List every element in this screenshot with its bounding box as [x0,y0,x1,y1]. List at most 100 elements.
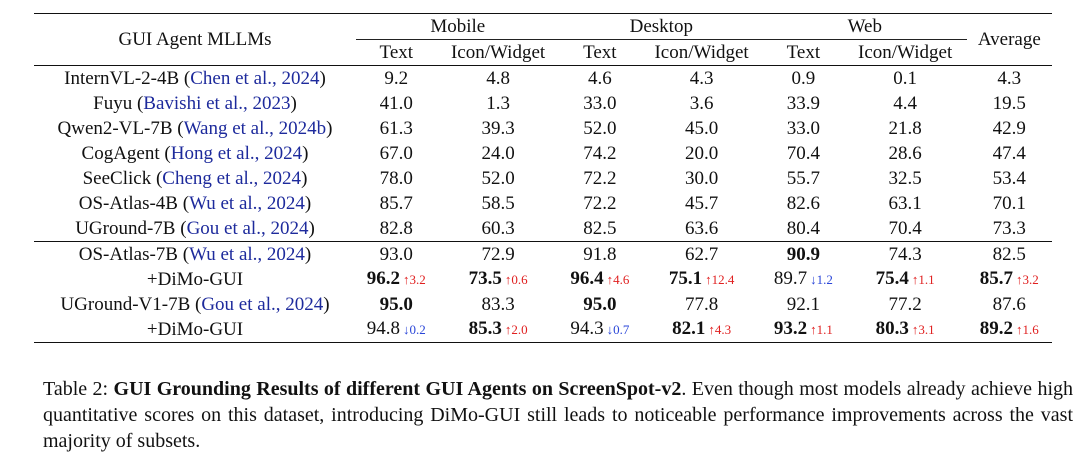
score-value: 3.6 [689,92,714,114]
score-cell-mobile-text: 82.8 [356,216,437,242]
delta-up-badge: ↑0.6 [504,272,528,287]
score-value: 72.2 [583,167,617,189]
score-value: 62.7 [684,243,719,265]
model-name: SeeClick [82,167,152,189]
caption-body: . Even though most models already achiev… [43,378,1074,452]
sub-header-desktop-icon: Icon/Widget [654,41,749,63]
citation-link[interactable]: Chen et al., 2024 [190,67,320,89]
score-cell-mobile-text: 41.0 [356,91,437,116]
table-row: +DiMo-GUI 94.8 ↓0.2 85.3 ↑2.0 94.3 ↓0.7 82.1 ↑4.… [34,317,1052,343]
citation-link[interactable]: Gou et al., 2024 [201,293,324,315]
delta-up-badge: ↑2.0 [504,322,528,337]
score-cell-desktop-text: 52.0 [560,116,641,141]
score-value: 33.0 [583,92,617,114]
score-cell-average: 85.7 ↑3.2 [967,267,1052,292]
score-cell-web-icon: 63.1 [844,191,967,216]
table-row: Fuyu (Bavishi et al., 2023) 41.0 1.3 33.0 3.… [34,91,1052,116]
score-cell-mobile-icon: 72.9 [437,242,560,268]
model-name: UGround-V1-7B [60,293,191,315]
delta-up-badge: ↑4.3 [708,322,732,337]
score-value: 20.0 [684,142,719,164]
score-value: 94.8 [366,318,401,339]
table-body: InternVL-2-4B (Chen et al., 2024) 9.2 4.8 4… [34,65,1052,343]
caption-title: GUI Grounding Results of different GUI A… [113,378,682,400]
score-cell-web-text: 33.9 [763,91,844,116]
score-cell-mobile-text: 67.0 [356,141,437,166]
score-cell-desktop-text: 94.3 ↓0.7 [560,317,641,343]
score-value: 82.5 [992,243,1026,265]
score-cell-web-text: 80.4 [763,216,844,242]
score-value: 41.0 [379,92,413,114]
score-cell-web-text: 93.2 ↑1.1 [763,317,844,343]
score-cell-average: 87.6 [967,292,1052,317]
score-value: 55.7 [786,167,820,189]
score-cell-desktop-text: 91.8 [560,242,641,268]
citation-link[interactable]: Wu et al., 2024 [189,243,305,265]
citation-link[interactable]: Wang et al., 2024b [183,117,327,139]
sub-header-web-icon: Icon/Widget [858,41,953,63]
header-row-groups: GUI Agent MLLMs Mobile Desktop Web Avera… [34,13,1052,50]
score-cell-mobile-text: 95.0 [356,292,437,317]
citation-link[interactable]: Bavishi et al., 2023 [143,92,291,114]
score-cell-desktop-text: 4.6 [560,66,641,92]
score-value: 9.2 [384,67,409,89]
score-cell-mobile-icon: 73.5 ↑0.6 [437,267,560,292]
score-cell-mobile-icon: 1.3 [437,91,560,116]
score-value: 30.0 [684,167,719,189]
score-cell-mobile-icon: 39.3 [437,116,560,141]
model-name: OS-Atlas-7B [78,243,178,265]
sub-header-mobile-text: Text [379,41,414,63]
citation-link[interactable]: Wu et al., 2024 [189,192,305,214]
score-value: 52.0 [481,167,515,189]
score-cell-web-icon: 21.8 [844,116,967,141]
score-value: 75.4 [875,268,909,289]
score-cell-mobile-icon: 58.5 [437,191,560,216]
score-cell-mobile-icon: 83.3 [437,292,560,317]
score-cell-desktop-icon: 20.0 [640,141,763,166]
score-cell-average: 89.2 ↑1.6 [967,317,1052,343]
header-row-subcolumns: Text Icon/Widget Text Icon/Widget Text I… [34,40,1052,66]
score-value: 83.3 [481,293,515,315]
table-row: InternVL-2-4B (Chen et al., 2024) 9.2 4.8 4… [34,65,1052,92]
sub-header-mobile-icon: Icon/Widget [450,41,546,63]
score-cell-web-icon: 74.3 [844,242,967,268]
score-cell-desktop-text: 95.0 [560,292,641,317]
score-value: 39.3 [481,117,515,139]
delta-up-badge: ↑1.6 [1016,322,1039,337]
delta-down-badge: ↓1.2 [810,272,833,287]
score-value: 19.5 [992,92,1026,114]
delta-down-badge: ↓0.7 [606,322,630,337]
score-value: 77.8 [684,293,719,315]
score-cell-web-icon: 0.1 [844,66,967,92]
score-cell-desktop-text: 96.4 ↑4.6 [560,267,641,292]
score-value: 4.4 [893,92,917,114]
score-value: 82.8 [379,217,413,239]
score-cell-desktop-text: 82.5 [560,216,641,242]
delta-up-badge: ↑3.2 [403,272,426,287]
score-value: 82.6 [786,192,820,214]
score-cell-web-text: 55.7 [763,166,844,191]
citation-link[interactable]: Cheng et al., 2024 [162,167,302,189]
score-value: 4.6 [587,67,612,89]
score-value: 80.3 [875,318,909,339]
score-value: 89.7 [773,268,808,289]
score-value: 72.9 [481,243,515,265]
sub-header-desktop-text: Text [583,41,617,63]
citation-link[interactable]: Hong et al., 2024 [170,142,303,164]
score-cell-mobile-text: 94.8 ↓0.2 [356,317,437,343]
model-name-cell: InternVL-2-4B (Chen et al., 2024) [64,67,326,89]
citation-link[interactable]: Gou et al., 2024 [186,217,309,239]
score-value: 45.7 [684,192,719,214]
score-value: 91.8 [583,243,617,265]
score-value: 80.4 [786,217,820,239]
score-value: 33.9 [786,92,820,114]
delta-up-badge: ↑1.1 [810,322,833,337]
score-value: 85.7 [979,268,1014,289]
model-name-cell: OS-Atlas-4B (Wu et al., 2024) [78,192,312,214]
table-row: UGround-V1-7B (Gou et al., 2024) 95.0 83.3… [34,292,1052,317]
score-cell-mobile-icon: 85.3 ↑2.0 [437,317,560,343]
table-row: CogAgent (Hong et al., 2024) 67.0 24.0 74.2… [34,141,1052,166]
score-value: 96.2 [366,268,401,289]
score-value: 77.2 [888,293,922,315]
score-value: 63.6 [684,217,719,239]
